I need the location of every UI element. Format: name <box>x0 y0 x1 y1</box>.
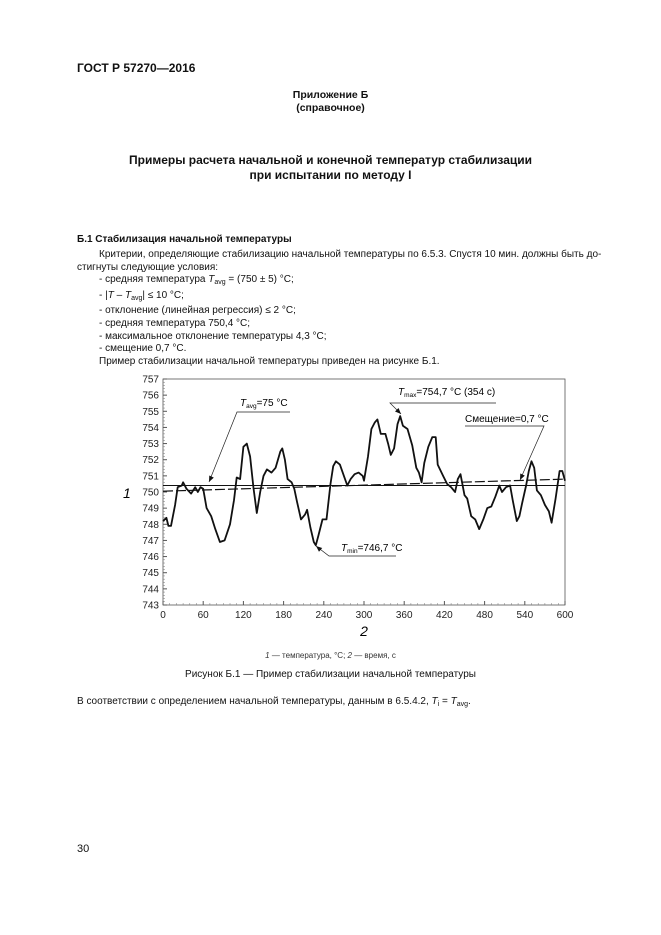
annotation-tavg-leader <box>208 411 290 483</box>
temperature-chart: 743 744 745 746 747 748 749 750 751 752 753 754 755 7… <box>123 375 574 640</box>
y-tick-label: 751 <box>142 471 159 482</box>
x-tick-label: 360 <box>396 610 413 621</box>
x-tick-label: 300 <box>356 610 373 621</box>
figure-legend: 1 — температура, °С; 2 — время, с <box>265 651 396 660</box>
conclusion-text: В соответствии с определением начальной … <box>77 696 471 708</box>
title-line-2: при испытании по методу I <box>249 168 412 182</box>
list-item: - |T – Tavg| ≤ 10 °C; <box>99 289 184 302</box>
page-number: 30 <box>77 843 90 855</box>
x-tick-label: 180 <box>275 610 292 621</box>
example-text: Пример стабилизации начальной температур… <box>99 355 440 367</box>
x-tick-label: 60 <box>198 610 210 621</box>
title-line-1: Примеры расчета начальной и конечной тем… <box>128 153 533 167</box>
section-body: Критерии, определяющие стабилизацию нача… <box>77 249 617 368</box>
y-tick-label: 743 <box>142 601 159 612</box>
y-tick-label: 745 <box>142 568 159 579</box>
arrow-icon <box>520 473 525 480</box>
appendix-heading: Приложение Б (справочное) <box>0 89 661 115</box>
plot-frame <box>162 378 566 606</box>
annotation-tmax: Tmax=754,7 °C (354 с) <box>398 387 495 399</box>
annotation-offset: Смещение=0,7 °C <box>465 414 549 425</box>
y-tick-label: 749 <box>142 504 159 515</box>
y-tick-label: 744 <box>142 584 159 595</box>
appendix-note: (справочное) <box>296 102 365 114</box>
x-tick-label: 120 <box>235 610 252 621</box>
list-item: - максимальное отклонение температуры 4,… <box>99 330 327 342</box>
series-line-2 <box>162 478 566 492</box>
list-item: - средняя температура Tavg = (750 ± 5) °… <box>99 274 294 287</box>
figure-caption: Рисунок Б.1 — Пример стабилизации началь… <box>185 669 476 680</box>
x-tick-label: 480 <box>476 610 493 621</box>
list-item: - отклонение (линейная регрессия) ≤ 2 °C… <box>99 305 296 317</box>
y-tick-label: 757 <box>142 375 159 386</box>
y-tick-label: 754 <box>142 423 159 434</box>
arrow-icon <box>394 407 401 414</box>
annotation-tmin: Tmin=746,7 °C <box>341 543 402 555</box>
standard-header: ГОСТ Р 57270—2016 <box>77 61 196 75</box>
arrow-icon <box>209 475 214 482</box>
y-tick-label: 746 <box>142 552 159 563</box>
page-title: Примеры расчета начальной и конечной тем… <box>0 153 661 183</box>
x-tick-label: 240 <box>315 610 332 621</box>
intro-text-cont: стигнуты следующие условия: <box>77 261 219 273</box>
arrow-icon <box>316 546 323 552</box>
series-line-0 <box>162 415 566 547</box>
appendix-title: Приложение Б <box>292 89 369 101</box>
y-tick-label: 748 <box>142 520 159 531</box>
annotation-tavg: Tavg=75 °C <box>240 398 288 410</box>
x-axis-label: 2 <box>359 623 368 639</box>
y-tick-label: 753 <box>142 439 159 450</box>
section-heading: Б.1 Стабилизация начальной температуры <box>77 234 292 245</box>
y-axis-label: 1 <box>123 485 131 501</box>
x-tick-label: 420 <box>436 610 453 621</box>
x-tick-label: 0 <box>160 610 166 621</box>
y-tick-label: 755 <box>142 407 159 418</box>
y-tick-label: 756 <box>142 391 159 402</box>
intro-text: Критерии, определяющие стабилизацию нача… <box>99 249 602 260</box>
list-item: - средняя температура 750,4 °C; <box>99 317 251 329</box>
x-tick-label: 540 <box>516 610 533 621</box>
y-tick-label: 752 <box>142 455 159 466</box>
list-item: - смещение 0,7 °C. <box>99 343 187 355</box>
y-tick-label: 750 <box>142 488 159 499</box>
x-tick-label: 600 <box>557 610 574 621</box>
annotation-offset-leader <box>465 425 545 481</box>
y-tick-label: 747 <box>142 536 159 547</box>
annotation-tmax-leader <box>389 402 496 415</box>
